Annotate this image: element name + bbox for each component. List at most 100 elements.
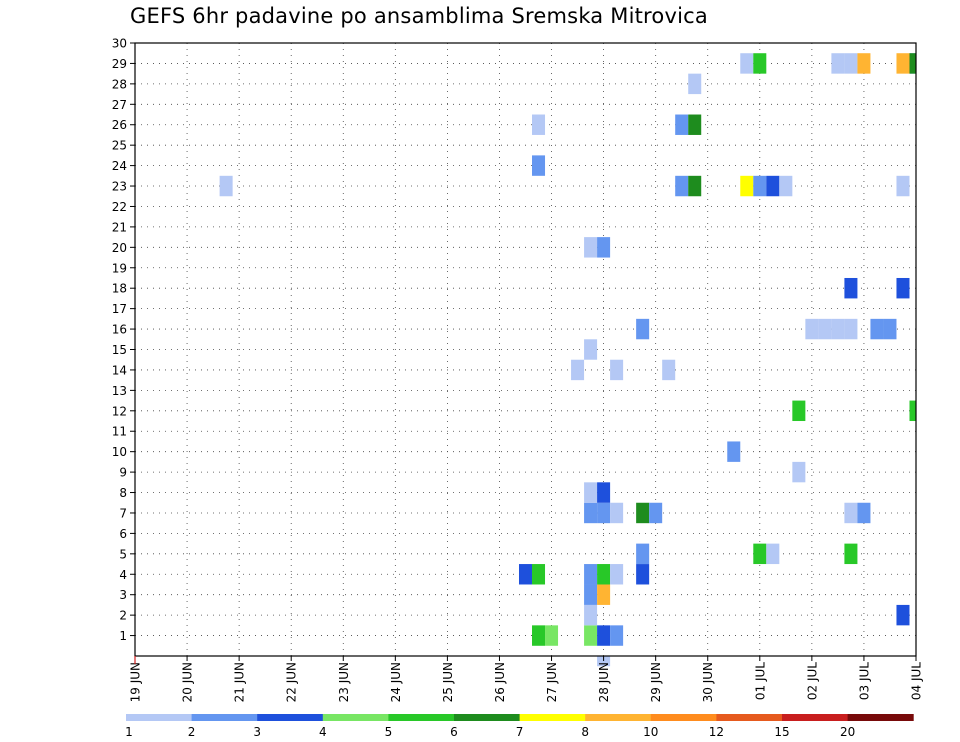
y-tick-label: 23 <box>112 180 127 194</box>
y-tick-label: 2 <box>119 609 127 623</box>
y-tick-label: 11 <box>112 425 127 439</box>
precipitation-cell <box>610 625 624 646</box>
legend-swatch <box>322 714 389 721</box>
legend-label: 6 <box>450 725 458 739</box>
precipitation-cell <box>610 502 624 524</box>
x-tick-label: 30 JUN <box>701 662 715 702</box>
y-tick-label: 24 <box>112 159 127 173</box>
legend-label: 20 <box>840 725 855 739</box>
precipitation-cell <box>792 400 806 422</box>
precipitation-cell <box>688 114 702 135</box>
legend-label: 12 <box>709 725 724 739</box>
precipitation-cell <box>545 625 559 646</box>
x-tick-label: 02 JUL <box>805 662 819 700</box>
y-tick-label: 5 <box>119 547 127 561</box>
precipitation-cell <box>844 543 858 565</box>
precipitation-cell <box>857 53 871 74</box>
y-tick-label: 30 <box>112 37 127 51</box>
precipitation-cell <box>805 318 819 340</box>
precipitation-cell <box>896 53 910 74</box>
precipitation-cell <box>779 175 793 197</box>
precipitation-cell <box>662 359 676 381</box>
precipitation-cell <box>610 359 624 381</box>
x-tick-label: 25 JUN <box>441 662 455 702</box>
chart-title: GEFS 6hr padavine po ansamblima Sremska … <box>130 4 708 28</box>
y-tick-label: 1 <box>119 629 127 643</box>
y-tick-label: 28 <box>112 77 127 91</box>
precipitation-cell <box>818 318 832 340</box>
precipitation-cell <box>597 584 611 605</box>
precipitation-cell <box>753 543 767 565</box>
legend-label: 5 <box>385 725 393 739</box>
x-tick-label: 22 JUN <box>285 662 299 702</box>
precipitation-cell <box>766 543 780 565</box>
x-tick-label: 19 JUN <box>129 662 143 702</box>
legend-swatch <box>585 714 652 721</box>
precipitation-cell <box>532 625 546 646</box>
precipitation-cell <box>597 482 611 503</box>
y-tick-label: 18 <box>112 282 127 296</box>
y-tick-label: 6 <box>119 527 127 541</box>
precipitation-cell <box>597 564 611 585</box>
precipitation-cell <box>532 155 546 176</box>
x-tick-label: 23 JUN <box>337 662 351 702</box>
y-tick-label: 20 <box>112 241 127 255</box>
x-tick-label: 28 JUN <box>597 662 611 702</box>
precipitation-cell <box>584 237 598 258</box>
precipitation-cell <box>727 441 741 462</box>
legend-swatch <box>388 714 455 721</box>
y-tick-label: 8 <box>119 486 127 500</box>
precipitation-cell <box>753 175 767 197</box>
y-tick-label: 25 <box>112 139 127 153</box>
y-tick-label: 10 <box>112 445 127 459</box>
y-tick-label: 12 <box>112 404 127 418</box>
precipitation-cell <box>870 318 884 340</box>
precipitation-cell <box>831 318 845 340</box>
y-tick-label: 21 <box>112 220 127 234</box>
precipitation-cell <box>675 114 689 135</box>
precipitation-cell <box>597 237 611 258</box>
precipitation-cell <box>636 564 650 585</box>
legend-label: 15 <box>774 725 789 739</box>
x-tick-label: 03 JUL <box>857 662 871 700</box>
precipitation-cell <box>597 656 611 667</box>
precipitation-cell <box>740 53 754 74</box>
legend-label: 3 <box>253 725 261 739</box>
legend-swatch <box>847 714 914 721</box>
precipitation-cell <box>584 339 598 360</box>
precipitation-cell <box>753 53 767 74</box>
precipitation-cell <box>688 175 702 197</box>
y-tick-label: 16 <box>112 323 127 337</box>
y-tick-label: 27 <box>112 98 127 112</box>
x-tick-label: 26 JUN <box>493 662 507 702</box>
precipitation-cell <box>219 175 233 197</box>
x-tick-label: 01 JUL <box>753 662 767 700</box>
legend-swatch <box>650 714 717 721</box>
precipitation-cell <box>844 502 858 524</box>
legend-swatch <box>716 714 783 721</box>
y-axis: 1234567891011121314151617181920212223242… <box>112 37 135 643</box>
legend-swatch <box>454 714 521 721</box>
legend-label: 2 <box>188 725 196 739</box>
precipitation-cell <box>844 53 858 74</box>
precipitation-cell <box>688 73 702 95</box>
precipitation-cell <box>675 175 689 197</box>
precipitation-cell <box>597 502 611 524</box>
y-tick-label: 13 <box>112 384 127 398</box>
precipitation-cell <box>831 53 845 74</box>
precipitation-cell <box>532 564 546 585</box>
legend-label: 7 <box>516 725 524 739</box>
y-tick-label: 3 <box>119 588 127 602</box>
precipitation-cell <box>584 625 598 646</box>
legend-swatch <box>126 714 193 721</box>
legend-swatch <box>257 714 324 721</box>
precipitation-cell <box>571 359 585 381</box>
legend-label: 8 <box>581 725 589 739</box>
legend-label: 1 <box>125 725 133 739</box>
precipitation-cell <box>649 502 663 524</box>
legend-label: 10 <box>643 725 658 739</box>
y-tick-label: 17 <box>112 302 127 316</box>
precipitation-cell <box>584 502 598 524</box>
y-tick-label: 19 <box>112 261 127 275</box>
